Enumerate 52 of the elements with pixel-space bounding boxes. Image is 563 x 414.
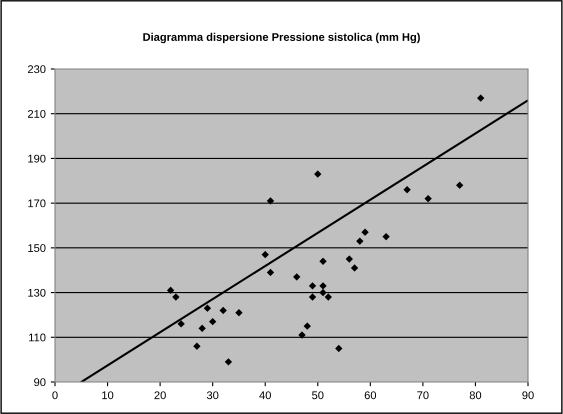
point xyxy=(220,306,227,314)
x-tick-label: 10 xyxy=(102,391,114,400)
point xyxy=(346,255,353,263)
x-tick-label: 80 xyxy=(470,391,482,400)
x-tick-label: 0 xyxy=(52,391,58,400)
point xyxy=(308,282,316,290)
x-tick-label: 40 xyxy=(259,391,271,400)
point xyxy=(361,228,369,236)
point xyxy=(224,358,232,366)
point xyxy=(198,324,206,332)
point xyxy=(193,342,201,350)
point xyxy=(382,233,390,240)
x-tick-label: 50 xyxy=(312,391,324,400)
point xyxy=(262,250,269,258)
point xyxy=(319,282,327,290)
y-tick-label: 110 xyxy=(29,334,46,342)
x-tick-label: 20 xyxy=(154,391,166,400)
y-tick-label: 190 xyxy=(28,154,46,163)
point xyxy=(177,320,185,328)
point xyxy=(308,293,316,301)
point xyxy=(314,170,322,178)
point xyxy=(335,344,342,352)
point xyxy=(304,322,311,330)
point xyxy=(204,304,212,312)
point xyxy=(298,331,306,339)
point xyxy=(172,293,180,301)
x-tick-label: 30 xyxy=(206,391,218,400)
y-tick-label: 170 xyxy=(28,199,46,208)
point xyxy=(266,268,274,276)
point xyxy=(456,182,464,189)
point xyxy=(235,309,243,316)
point xyxy=(477,94,484,102)
point xyxy=(350,264,358,272)
chart-title: Diagramma dispersione Pressione sistolica (mm Hg) xyxy=(143,32,420,44)
y-tick-label: 130 xyxy=(28,288,46,297)
y-tick-label: 210 xyxy=(28,110,46,118)
y-tick-label: 230 xyxy=(28,65,46,74)
point xyxy=(319,288,327,296)
point xyxy=(166,286,174,294)
point xyxy=(293,273,300,281)
y-tick-label: 150 xyxy=(28,244,46,252)
point xyxy=(319,258,327,265)
x-tick-label: 60 xyxy=(364,391,376,400)
x-tick-label: 90 xyxy=(522,391,534,400)
point xyxy=(356,237,364,245)
point xyxy=(208,318,216,326)
point xyxy=(324,293,332,301)
point xyxy=(266,197,274,205)
point xyxy=(403,186,411,194)
point xyxy=(424,194,432,202)
y-tick-label: 90 xyxy=(34,378,46,386)
x-tick-label: 70 xyxy=(417,391,429,400)
